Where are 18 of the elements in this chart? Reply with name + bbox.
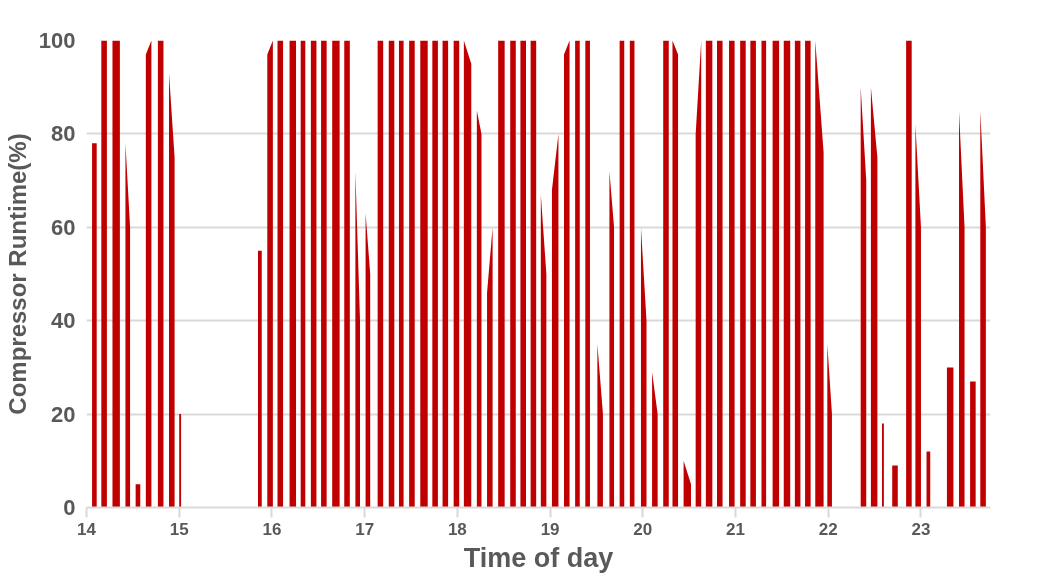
y-tick-label: 60 <box>51 214 76 240</box>
x-axis-title: Time of day <box>463 542 614 573</box>
x-tick-label: 14 <box>77 519 97 539</box>
x-tick-label: 22 <box>818 519 838 539</box>
x-tick-label: 21 <box>726 519 745 539</box>
y-axis-title: Compressor Runtime(%) <box>3 133 31 415</box>
y-tick-label: 40 <box>51 308 76 334</box>
y-tick-label: 100 <box>38 28 76 53</box>
x-tick-label: 23 <box>911 519 931 539</box>
x-tick-label: 17 <box>355 519 375 539</box>
y-tick-label: 80 <box>51 121 76 147</box>
x-tick-label: 18 <box>447 519 467 539</box>
y-tick-label: 0 <box>63 495 76 520</box>
x-tick-label: 15 <box>169 519 189 539</box>
y-tick-label: 20 <box>51 401 76 427</box>
x-tick-label: 20 <box>633 519 653 539</box>
x-tick-label: 16 <box>262 519 282 539</box>
x-tick-label: 19 <box>540 519 560 539</box>
